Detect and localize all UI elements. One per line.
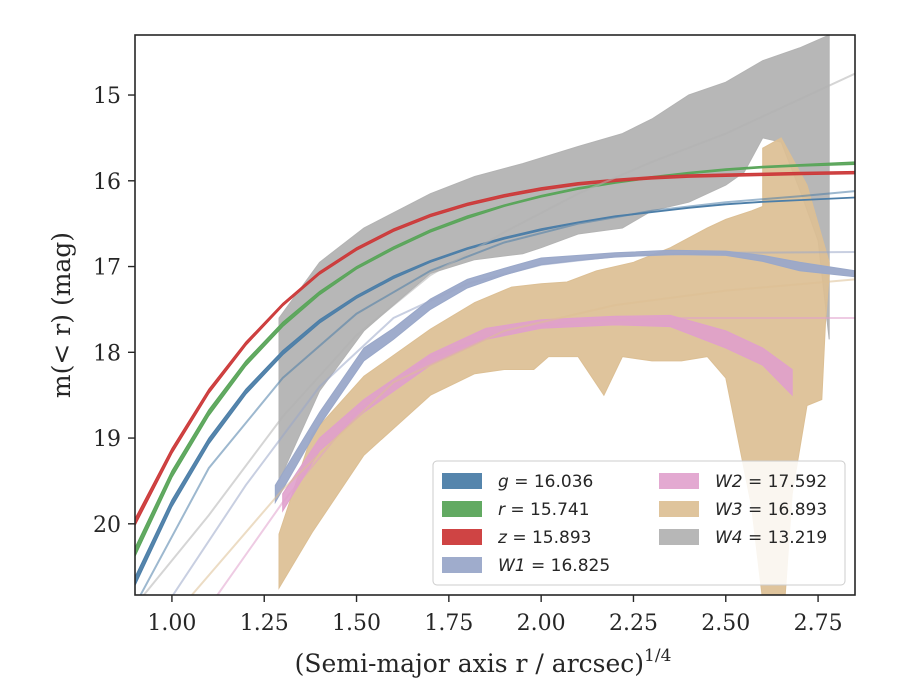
legend-entry-W1: W1 = 16.825 xyxy=(498,556,610,576)
legend-swatch-r xyxy=(442,501,482,517)
legend-swatch-W4 xyxy=(659,529,699,545)
y-tick-label: 17 xyxy=(93,256,121,281)
y-axis-ticks: 15 16 17 18 19 20 xyxy=(93,84,135,538)
legend-frame xyxy=(432,460,846,586)
band-W1 xyxy=(274,249,855,505)
legend-entry-z: z = 15.893 xyxy=(497,528,591,548)
x-tick-label: 2.75 xyxy=(794,611,843,636)
model-lines-layer xyxy=(139,72,855,595)
x-axis-label-power: 1/4 xyxy=(644,646,671,666)
band-r xyxy=(135,161,855,557)
model-line-W2 xyxy=(216,317,855,595)
y-tick-label: 20 xyxy=(93,513,121,538)
x-axis-ticks: 1.00 1.25 1.50 1.75 2.00 2.25 2.50 2.75 xyxy=(147,595,843,636)
legend-entry-g: g = 16.036 xyxy=(498,472,593,492)
band-g xyxy=(135,196,855,586)
model-line-W3 xyxy=(190,278,855,595)
y-tick-label: 19 xyxy=(93,427,121,452)
model-line-g xyxy=(139,190,855,595)
y-tick-label: 15 xyxy=(93,84,121,109)
legend-entry-W4: W4 = 13.219 xyxy=(715,528,827,548)
legend-swatch-z xyxy=(442,529,482,545)
model-line-W1 xyxy=(171,251,855,595)
x-tick-label: 1.50 xyxy=(332,611,381,636)
x-axis-label-main: (Semi-major axis r / arcsec) xyxy=(295,649,644,678)
legend-swatch-W2 xyxy=(659,473,699,489)
y-tick-label: 16 xyxy=(93,170,121,195)
model-line-W4 xyxy=(142,72,855,595)
y-tick-label: 18 xyxy=(93,341,121,366)
x-axis-label: (Semi-major axis r / arcsec)1/4 xyxy=(295,646,672,678)
x-tick-label: 1.75 xyxy=(424,611,473,636)
legend-entry-r: r = 15.741 xyxy=(498,500,590,520)
legend-swatch-W3 xyxy=(659,501,699,517)
x-tick-label: 2.00 xyxy=(517,611,566,636)
band-W2 xyxy=(282,314,793,513)
plot-frame xyxy=(134,34,856,596)
y-axis-label: m(< r) (mag) xyxy=(47,232,76,398)
legend-entry-W3: W3 = 16.893 xyxy=(715,500,827,520)
legend: g = 16.036 r = 15.741 z = 15.893 W1 = 16.82… xyxy=(432,460,846,586)
x-tick-label: 1.25 xyxy=(240,611,289,636)
x-tick-label: 2.25 xyxy=(609,611,658,636)
legend-entry-W2: W2 = 17.592 xyxy=(715,472,827,492)
band-z xyxy=(135,170,855,526)
x-tick-label: 2.50 xyxy=(701,611,750,636)
x-tick-label: 1.00 xyxy=(147,611,196,636)
legend-swatch-g xyxy=(442,473,482,489)
legend-swatch-W1 xyxy=(442,557,482,573)
